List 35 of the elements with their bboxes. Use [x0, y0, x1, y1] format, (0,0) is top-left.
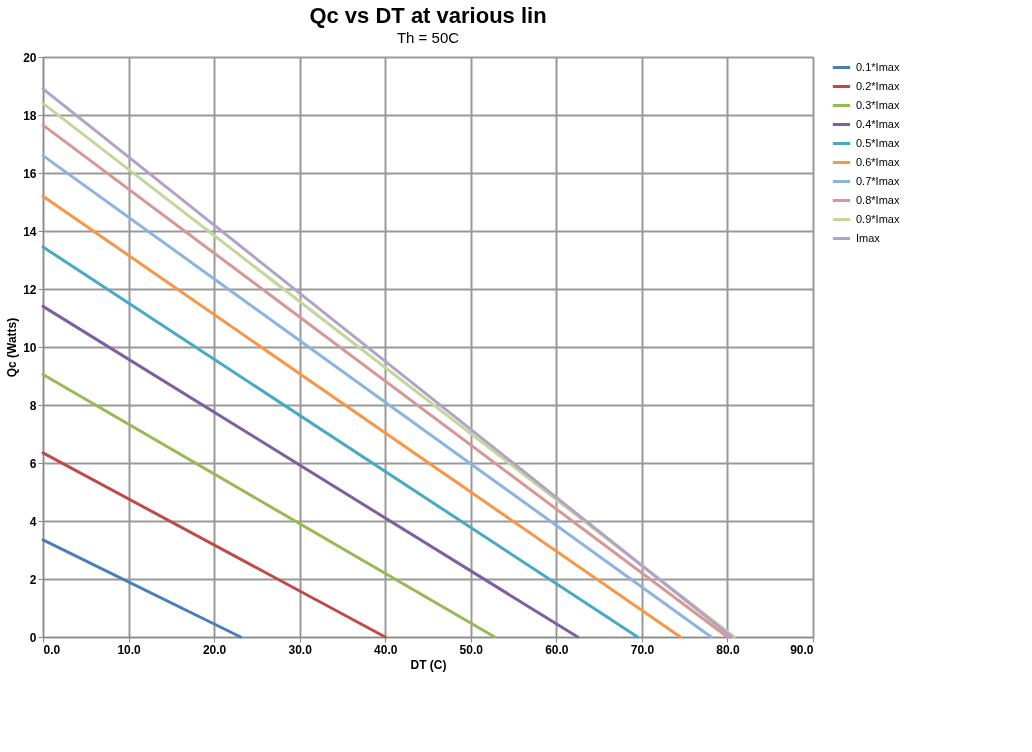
y-tick-label: 8 — [29, 398, 37, 413]
legend-label: 0.1*Imax — [856, 60, 900, 73]
x-tick-label: 50.0 — [459, 642, 484, 657]
x-tick-label: 20.0 — [202, 642, 227, 657]
x-tick-label: 80.0 — [716, 642, 740, 657]
legend-label: 0.4*Imax — [856, 117, 900, 130]
y-tick-label: 10 — [23, 340, 37, 355]
legend-label: 0.7*Imax — [856, 174, 900, 187]
x-tick-label: 0.0 — [43, 642, 61, 657]
legend-label: Imax — [856, 231, 881, 244]
y-tick-label: 20 — [23, 50, 37, 65]
x-tick-label: 90.0 — [790, 642, 814, 657]
chart-subtitle: Th = 50C — [396, 29, 460, 46]
y-tick-label: 14 — [23, 224, 37, 239]
y-tick-label: 6 — [29, 456, 37, 471]
legend-label: 0.9*Imax — [856, 212, 900, 225]
y-tick-label: 4 — [29, 514, 37, 529]
legend-label: 0.6*Imax — [856, 155, 900, 168]
x-tick-label: 70.0 — [630, 642, 655, 657]
x-tick-label: 60.0 — [545, 642, 569, 657]
x-tick-label: 10.0 — [117, 642, 142, 657]
y-tick-label: 16 — [23, 166, 37, 181]
legend-label: 0.2*Imax — [856, 79, 900, 92]
x-tick-label: 30.0 — [288, 642, 313, 657]
x-axis-title: DT (C) — [410, 657, 447, 672]
y-tick-label: 0 — [29, 630, 37, 645]
x-tick-label: 40.0 — [374, 642, 398, 657]
y-tick-label: 12 — [23, 282, 37, 297]
y-tick-label: 18 — [23, 108, 37, 123]
y-axis-title: Qc (Watts) — [5, 317, 20, 378]
legend-label: 0.3*Imax — [856, 98, 900, 111]
legend-label: 0.5*Imax — [856, 136, 900, 149]
y-tick-label: 2 — [29, 572, 37, 587]
chart-title: Qc vs DT at various lin — [309, 3, 547, 28]
legend-label: 0.8*Imax — [856, 193, 900, 206]
